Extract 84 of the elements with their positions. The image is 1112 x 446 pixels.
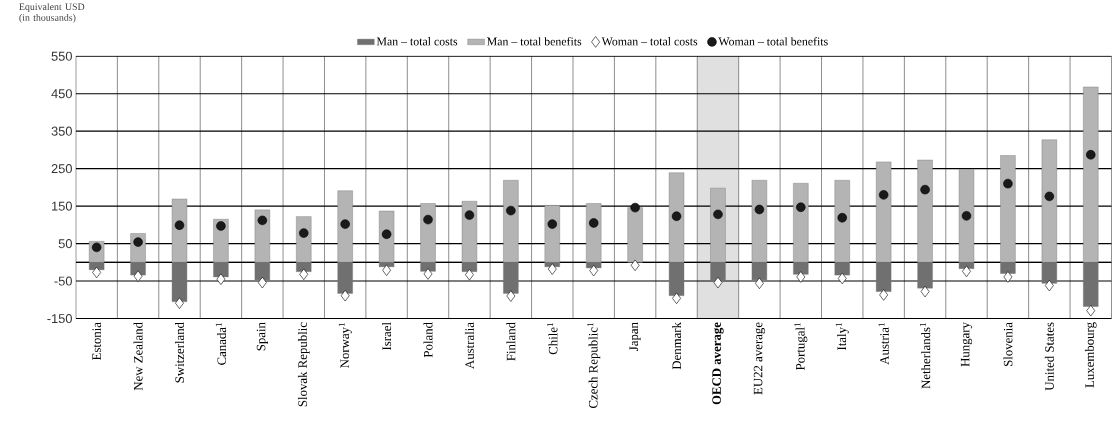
point <box>630 202 640 213</box>
point <box>1003 271 1013 283</box>
point <box>1044 191 1055 202</box>
x-tick-label: Czech Republic$^{1}$ <box>587 323 601 409</box>
point <box>713 276 723 289</box>
y-tick-label: 250 <box>51 164 72 174</box>
x-tick-label: EU22 average <box>753 322 766 395</box>
point <box>837 272 847 285</box>
point <box>878 190 889 200</box>
x-tick-label: New Zealand <box>133 322 143 391</box>
y-tick-label: 450 <box>51 89 72 99</box>
point <box>340 290 350 302</box>
point <box>961 211 972 221</box>
point <box>713 209 723 220</box>
legend-label: Woman – total costs <box>601 37 698 46</box>
y-axis-title: Equivalent USD (in thousands) <box>19 3 85 24</box>
point <box>1044 279 1054 292</box>
point <box>133 270 143 283</box>
x-tick-label: Israel <box>382 322 392 351</box>
y-tick-label: -50 <box>54 276 72 286</box>
point <box>174 220 185 231</box>
x-tick-label: Switzerland <box>174 322 184 383</box>
y-tick-label: 150 <box>52 201 72 211</box>
x-tick-label: Chile$^{1}$ <box>547 323 558 355</box>
point <box>754 204 765 215</box>
point <box>796 202 806 213</box>
point <box>920 285 930 298</box>
point <box>423 268 433 280</box>
point <box>299 228 309 238</box>
legend-label: Man – total benefits <box>487 37 582 46</box>
x-tick-label: Japan <box>629 322 641 352</box>
point <box>1086 305 1096 317</box>
point <box>423 214 433 225</box>
point <box>547 219 558 229</box>
point <box>464 210 475 220</box>
x-tick-label: Austria$^{1}$ <box>878 323 889 365</box>
x-tick-label: Poland <box>423 322 433 358</box>
point <box>92 266 102 279</box>
legend-label: Woman – total benefits <box>718 37 828 46</box>
x-tick-label: Norway$^{1}$ <box>338 323 352 369</box>
point <box>588 218 599 228</box>
point <box>879 289 889 301</box>
point <box>796 271 806 283</box>
x-tick-label: Slovenia <box>1003 322 1013 367</box>
x-tick-label: Australia <box>464 322 474 370</box>
x-tick-label: Canada$^{1}$ <box>215 323 227 366</box>
point <box>506 205 516 216</box>
x-tick-label: Spain <box>256 322 268 351</box>
y-tick-label: -150 <box>47 314 72 324</box>
x-tick-label: Netherlands$^{1}$ <box>919 323 931 389</box>
point <box>257 215 268 226</box>
point <box>589 264 599 277</box>
legend-label: Man – total costs <box>376 37 458 46</box>
x-tick-label: Hungary <box>960 322 973 367</box>
point <box>1003 179 1013 189</box>
point <box>671 211 682 222</box>
point <box>216 221 226 231</box>
point <box>465 269 474 281</box>
point <box>506 290 516 302</box>
x-tick-label: OECD average <box>712 322 724 405</box>
point <box>630 259 640 272</box>
point <box>133 237 143 247</box>
point <box>837 213 847 223</box>
y-tick-label: 50 <box>58 239 72 249</box>
y-tick-label: 350 <box>51 126 72 136</box>
point <box>216 273 226 286</box>
point <box>547 263 557 275</box>
x-tick-label: United States <box>1044 322 1054 391</box>
x-tick-label: Slovak Republic <box>297 322 310 407</box>
x-tick-label: Estonia <box>92 322 101 361</box>
y-tick-label: 550 <box>51 51 72 61</box>
point <box>381 229 392 240</box>
x-tick-label: Luxembourg <box>1084 322 1097 388</box>
point <box>91 242 102 253</box>
point <box>299 268 309 281</box>
point <box>340 219 350 229</box>
x-tick-label: Finland <box>506 322 516 361</box>
point <box>1086 150 1096 160</box>
point <box>257 276 267 289</box>
point <box>920 185 930 195</box>
bar <box>627 207 643 263</box>
x-tick-label: Italy$^{1}$ <box>835 323 849 351</box>
x-tick-label: Portugal$^{1}$ <box>794 323 808 371</box>
x-tick-label: Denmark <box>672 322 682 370</box>
